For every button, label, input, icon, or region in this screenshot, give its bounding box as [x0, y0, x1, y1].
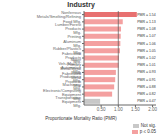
- svg-text:Food Mfg.: Food Mfg.: [63, 19, 81, 24]
- svg-text:1.00: 1.00: [114, 107, 123, 112]
- svg-text:NonferrousMetals/Smelting/Refi: NonferrousMetals/Smelting/Refining: [37, 10, 81, 19]
- svg-text:PMR = 0.88: PMR = 0.88: [137, 85, 154, 89]
- svg-text:0.50: 0.50: [97, 107, 106, 112]
- svg-text:AluminumMfg.: AluminumMfg.: [63, 39, 81, 48]
- svg-text:2.00: 2.00: [148, 107, 154, 112]
- svg-text:PMR = 1.01: PMR = 1.01: [137, 63, 154, 67]
- svg-text:1.50: 1.50: [131, 107, 140, 112]
- svg-text:PMR = 1.07: PMR = 1.07: [137, 34, 154, 38]
- svg-text:Lumber/ForestProductsMfg.: Lumber/ForestProductsMfg.: [55, 22, 82, 35]
- svg-text:PMR = 0.91: PMR = 0.91: [137, 78, 154, 82]
- svg-text:PrimaryMetal/MetalBasicProduct: PrimaryMetal/MetalBasicProductionsMfg.: [60, 62, 81, 83]
- svg-text:TransportationEquipmentMfg.: TransportationEquipmentMfg.: [55, 95, 82, 108]
- svg-text:PMR = 1.54: PMR = 1.54: [137, 13, 154, 17]
- svg-text:PMR = 1.02: PMR = 1.02: [137, 56, 154, 60]
- svg-text:PMR = 0.93: PMR = 0.93: [137, 70, 154, 74]
- svg-text:PMR = 1.13: PMR = 1.13: [137, 20, 154, 24]
- svg-text:PMR = 1.05: PMR = 1.05: [137, 49, 154, 53]
- svg-text:PMR = 1.08: PMR = 1.08: [137, 27, 154, 31]
- svg-text:PMR = 1.06: PMR = 1.06: [137, 42, 154, 46]
- svg-text:PMR = 0.47: PMR = 0.47: [137, 99, 154, 103]
- svg-text:PMR = 0.82: PMR = 0.82: [137, 92, 154, 96]
